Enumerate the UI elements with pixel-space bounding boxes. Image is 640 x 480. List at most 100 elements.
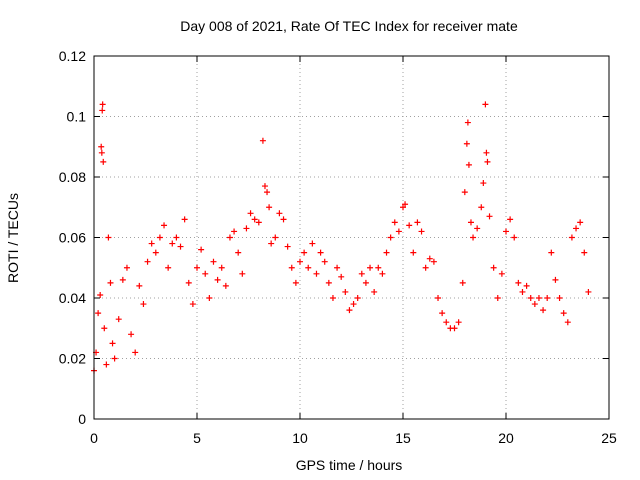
data-point xyxy=(115,316,122,323)
scatter-points xyxy=(91,101,592,374)
data-point xyxy=(535,295,542,301)
data-point xyxy=(484,158,491,165)
data-point xyxy=(144,258,151,265)
y-tick-label: 0.12 xyxy=(59,48,86,64)
data-point xyxy=(560,310,567,317)
data-point xyxy=(95,310,102,317)
data-point xyxy=(552,276,559,283)
data-point xyxy=(173,234,180,241)
data-point xyxy=(165,264,172,271)
x-axis-label: GPS time / hours xyxy=(296,457,403,473)
data-point xyxy=(231,228,238,235)
data-point xyxy=(470,234,477,241)
data-point xyxy=(459,279,466,286)
data-point xyxy=(309,240,316,247)
data-point xyxy=(362,279,369,286)
data-point xyxy=(107,279,114,286)
data-point xyxy=(202,270,209,277)
data-point xyxy=(255,219,262,226)
data-point xyxy=(527,295,534,301)
data-point xyxy=(507,216,514,223)
x-tick-label: 0 xyxy=(90,430,98,446)
data-point xyxy=(511,234,518,241)
data-point xyxy=(410,249,417,256)
data-point xyxy=(105,234,112,241)
data-point xyxy=(123,264,130,271)
data-point xyxy=(222,282,229,289)
data-point xyxy=(375,264,382,271)
data-point xyxy=(439,310,446,317)
data-point xyxy=(523,282,530,289)
data-point xyxy=(266,204,273,211)
data-point xyxy=(406,222,413,229)
data-point xyxy=(568,234,575,241)
data-point xyxy=(585,288,592,295)
data-point xyxy=(161,222,168,229)
data-point xyxy=(379,270,386,277)
data-point xyxy=(474,225,481,232)
data-point xyxy=(383,249,390,256)
data-point xyxy=(280,216,287,223)
data-point xyxy=(402,201,409,208)
grid-lines xyxy=(94,56,609,419)
data-point xyxy=(387,234,394,241)
data-point xyxy=(422,264,429,271)
data-point xyxy=(531,301,538,308)
data-point xyxy=(371,288,378,295)
data-point xyxy=(463,140,470,147)
data-point xyxy=(297,258,303,265)
data-point xyxy=(478,204,485,211)
data-point xyxy=(451,325,458,332)
data-point xyxy=(119,276,126,283)
data-point xyxy=(486,213,493,220)
data-point xyxy=(98,143,105,150)
data-point xyxy=(464,119,471,126)
data-point xyxy=(540,307,547,314)
data-point xyxy=(301,249,308,256)
data-point xyxy=(185,279,192,286)
data-point xyxy=(313,270,320,277)
data-point xyxy=(226,234,233,241)
data-point xyxy=(354,295,361,301)
data-point xyxy=(264,189,271,196)
data-point xyxy=(156,234,163,241)
data-point xyxy=(239,270,246,277)
data-point xyxy=(548,249,555,256)
data-point xyxy=(443,319,450,326)
data-point xyxy=(206,295,213,301)
data-point xyxy=(426,255,433,262)
data-point xyxy=(136,282,143,289)
data-point xyxy=(321,258,328,265)
chart-title: Day 008 of 2021, Rate Of TEC Index for r… xyxy=(180,18,518,34)
x-tick-label: 5 xyxy=(193,430,201,446)
y-tick-label: 0.06 xyxy=(59,230,86,246)
data-point xyxy=(99,101,106,108)
y-tick-label: 0.02 xyxy=(59,351,86,367)
data-point xyxy=(177,243,184,250)
x-tick-label: 20 xyxy=(498,430,514,446)
data-point xyxy=(400,204,406,211)
data-point xyxy=(181,216,188,223)
data-point xyxy=(305,264,312,271)
data-point xyxy=(418,228,425,235)
data-point xyxy=(194,264,200,271)
data-point xyxy=(414,219,421,226)
y-tick-label: 0.08 xyxy=(59,169,86,185)
data-point xyxy=(292,279,299,286)
data-point xyxy=(169,240,176,247)
data-point xyxy=(483,149,490,156)
x-tick-label: 15 xyxy=(395,430,411,446)
data-point xyxy=(109,340,116,347)
data-point xyxy=(519,288,526,295)
data-point xyxy=(494,295,501,301)
y-tick-label: 0.04 xyxy=(59,290,86,306)
tick-labels: 0 0.02 0.04 0.06 0.08 0.1 0.12 0 5 10 15 20 25 xyxy=(59,48,617,446)
data-point xyxy=(325,279,332,286)
data-point xyxy=(503,228,509,235)
data-point xyxy=(276,210,283,217)
data-point xyxy=(544,295,551,301)
data-point xyxy=(577,219,584,226)
data-point xyxy=(251,216,258,223)
y-tick-label: 0 xyxy=(78,411,86,427)
